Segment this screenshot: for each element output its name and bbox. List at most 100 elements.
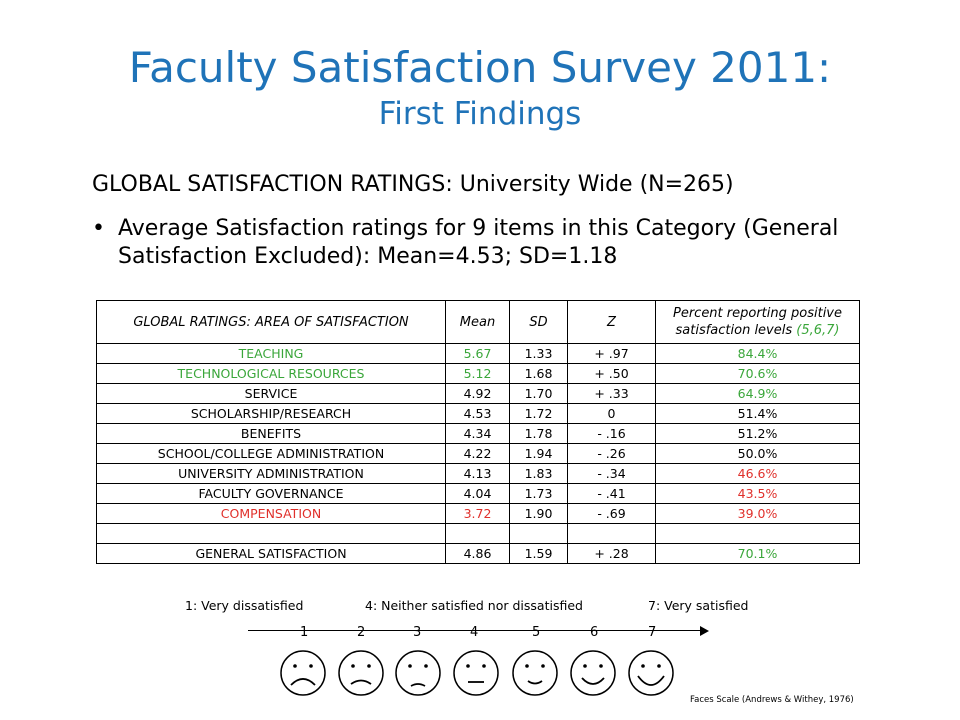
- cell-z: - .16: [567, 423, 656, 444]
- cell-sd: 1.68: [509, 363, 568, 384]
- scale-label-low: 1: Very dissatisfied: [185, 598, 304, 613]
- cell-area: COMPENSATION: [96, 503, 446, 524]
- cell-percent: 51.2%: [655, 423, 860, 444]
- cell-mean: [445, 523, 510, 544]
- cell-area: [96, 523, 446, 544]
- bullet-icon: •: [92, 216, 105, 241]
- cell-area: FACULTY GOVERNANCE: [96, 483, 446, 504]
- cell-z: - .34: [567, 463, 656, 484]
- face-neutral-icon: [453, 650, 499, 696]
- scale-label-mid: 4: Neither satisfied nor dissatisfied: [365, 598, 583, 613]
- cell-z: [567, 523, 656, 544]
- cell-area: TEACHING: [96, 343, 446, 364]
- face-very-happy-icon: [628, 650, 674, 696]
- cell-percent: 70.6%: [655, 363, 860, 384]
- table-row: SCHOLARSHIP/RESEARCH 4.53 1.72 0 51.4%: [96, 403, 860, 424]
- scale-axis: [248, 630, 704, 631]
- cell-sd: 1.33: [509, 343, 568, 364]
- cell-z: + .97: [567, 343, 656, 364]
- cell-mean: 5.67: [445, 343, 510, 364]
- cell-percent: 84.4%: [655, 343, 860, 364]
- cell-sd: 1.78: [509, 423, 568, 444]
- table-row: [96, 523, 860, 544]
- cell-sd: 1.83: [509, 463, 568, 484]
- scale-number-5: 5: [532, 625, 541, 640]
- cell-percent: 39.0%: [655, 503, 860, 524]
- header-percent: Percent reporting positive satisfaction …: [655, 300, 860, 344]
- cell-percent: 64.9%: [655, 383, 860, 404]
- cell-area: SCHOLARSHIP/RESEARCH: [96, 403, 446, 424]
- scale-number-6: 6: [590, 625, 599, 640]
- cell-mean: 4.92: [445, 383, 510, 404]
- cell-mean: 3.72: [445, 503, 510, 524]
- scale-number-4: 4: [470, 625, 479, 640]
- scale-number-2: 2: [357, 625, 366, 640]
- scale-label-high: 7: Very satisfied: [648, 598, 749, 613]
- cell-z: + .33: [567, 383, 656, 404]
- cell-percent: 50.0%: [655, 443, 860, 464]
- cell-z: + .28: [567, 543, 656, 564]
- satisfaction-table: GLOBAL RATINGS: AREA OF SATISFACTION Mea…: [96, 300, 860, 564]
- page-title: Faculty Satisfaction Survey 2011:: [128, 43, 832, 92]
- cell-percent: 46.6%: [655, 463, 860, 484]
- cell-sd: [509, 523, 568, 544]
- bullet-item: • Average Satisfaction ratings for 9 ite…: [92, 215, 872, 271]
- header-z: Z: [567, 300, 656, 344]
- scale-number-3: 3: [413, 625, 422, 640]
- axis-arrow-icon: [700, 626, 709, 636]
- cell-mean: 4.13: [445, 463, 510, 484]
- cell-area: GENERAL SATISFACTION: [96, 543, 446, 564]
- cell-percent: 43.5%: [655, 483, 860, 504]
- cell-percent: 51.4%: [655, 403, 860, 424]
- face-very-sad-icon: [280, 650, 326, 696]
- scale-number-1: 1: [300, 625, 309, 640]
- header-area: GLOBAL RATINGS: AREA OF SATISFACTION: [96, 300, 446, 344]
- table-row: GENERAL SATISFACTION 4.86 1.59 + .28 70.1%: [96, 543, 860, 564]
- cell-sd: 1.72: [509, 403, 568, 424]
- table-row: FACULTY GOVERNANCE 4.04 1.73- .41 43.5%: [96, 483, 860, 504]
- header-mean: Mean: [445, 300, 510, 344]
- bullet-text: Average Satisfaction ratings for 9 items…: [118, 216, 839, 269]
- cell-percent: 70.1%: [655, 543, 860, 564]
- faces-scale-caption: Faces Scale (Andrews & Withey, 1976): [690, 695, 854, 705]
- table-row: BENEFITS 4.34 1.78- .16 51.2%: [96, 423, 860, 444]
- cell-mean: 5.12: [445, 363, 510, 384]
- cell-mean: 4.34: [445, 423, 510, 444]
- cell-sd: 1.94: [509, 443, 568, 464]
- title-block: Faculty Satisfaction Survey 2011: First …: [0, 44, 960, 134]
- cell-area: BENEFITS: [96, 423, 446, 444]
- cell-z: + .50: [567, 363, 656, 384]
- face-slightly-happy-icon: [512, 650, 558, 696]
- table-row: COMPENSATION 3.72 1.90- .69 39.0%: [96, 503, 860, 524]
- cell-z: - .69: [567, 503, 656, 524]
- cell-mean: 4.53: [445, 403, 510, 424]
- cell-sd: 1.90: [509, 503, 568, 524]
- table-row: SERVICE 4.92 1.70 + .33 64.9%: [96, 383, 860, 404]
- cell-percent: [655, 523, 860, 544]
- cell-area: UNIVERSITY ADMINISTRATION: [96, 463, 446, 484]
- table-row: TECHNOLOGICAL RESOURCES 5.12 1.68 + .50 70.6…: [96, 363, 860, 384]
- face-slightly-sad-icon: [395, 650, 441, 696]
- face-happy-icon: [570, 650, 616, 696]
- cell-sd: 1.73: [509, 483, 568, 504]
- face-sad-icon: [338, 650, 384, 696]
- cell-sd: 1.59: [509, 543, 568, 564]
- cell-z: - .26: [567, 443, 656, 464]
- cell-area: SERVICE: [96, 383, 446, 404]
- page-subtitle: First Findings: [378, 96, 582, 132]
- table-header-row: GLOBAL RATINGS: AREA OF SATISFACTION Mea…: [96, 300, 860, 344]
- header-sd: SD: [509, 300, 568, 344]
- table-row: SCHOOL/COLLEGE ADMINISTRATION 4.22 1.94- .…: [96, 443, 860, 464]
- cell-z: 0: [567, 403, 656, 424]
- section-heading: GLOBAL SATISFACTION RATINGS: University …: [92, 172, 734, 197]
- cell-area: TECHNOLOGICAL RESOURCES: [96, 363, 446, 384]
- table-row: UNIVERSITY ADMINISTRATION 4.13 1.83- .34 46…: [96, 463, 860, 484]
- cell-mean: 4.22: [445, 443, 510, 464]
- cell-z: - .41: [567, 483, 656, 504]
- scale-number-7: 7: [648, 625, 657, 640]
- table-row: TEACHING 5.67 1.33 + .97 84.4%: [96, 343, 860, 364]
- cell-mean: 4.04: [445, 483, 510, 504]
- cell-area: SCHOOL/COLLEGE ADMINISTRATION: [96, 443, 446, 464]
- cell-mean: 4.86: [445, 543, 510, 564]
- cell-sd: 1.70: [509, 383, 568, 404]
